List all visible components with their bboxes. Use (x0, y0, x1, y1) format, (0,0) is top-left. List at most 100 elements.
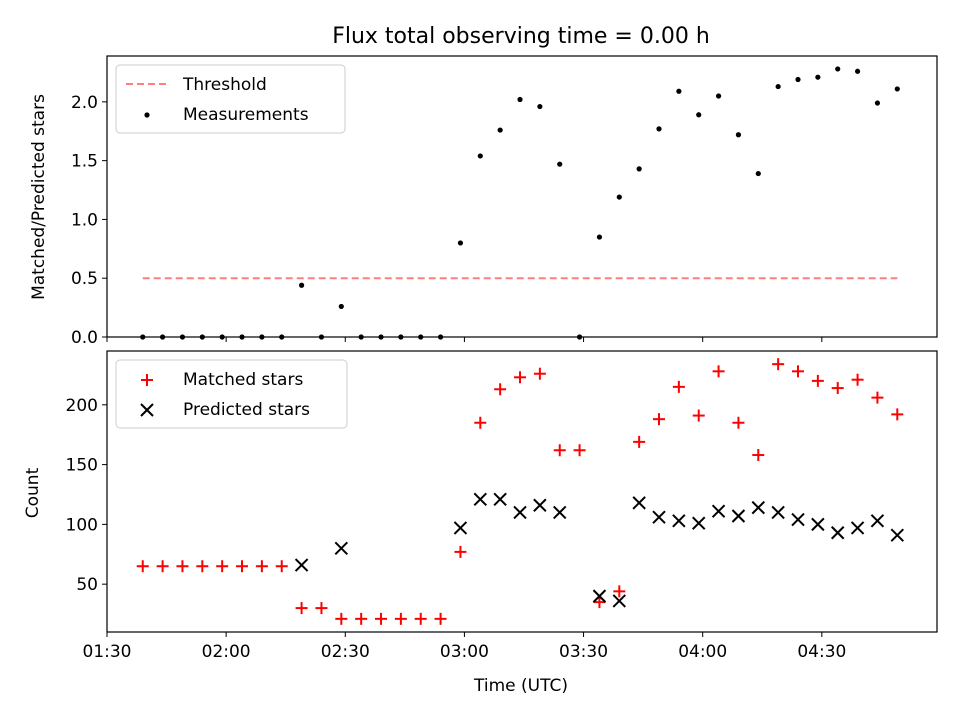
measurement-point (874, 100, 881, 106)
measurement-point (854, 68, 861, 74)
star-count-marks (136, 358, 904, 625)
matched-stars-point (732, 416, 745, 429)
x-tick-label: 02:00 (202, 642, 251, 662)
x-tick-label: 04:30 (797, 642, 846, 662)
predicted-stars-point (473, 492, 488, 506)
matched-stars-point (514, 371, 527, 384)
matched-stars-point (533, 367, 546, 380)
star-count-panel: 50 100 150 200 01:30 02:00 02:30 03:00 03:30 04:… (23, 350, 938, 696)
measurement-point (418, 334, 424, 340)
matched-stars-point (593, 596, 606, 609)
legend-threshold-label: Threshold (182, 75, 267, 95)
predicted-stars-point (632, 496, 646, 510)
measurement-point (239, 334, 245, 340)
predicted-stars-point (513, 505, 527, 520)
y-tick-label: 100 (66, 515, 98, 535)
measurement-point (636, 166, 642, 172)
matched-stars-point (573, 444, 586, 457)
measurement-point (398, 334, 404, 340)
chart-title: Flux total observing time = 0.00 h (332, 24, 710, 49)
measurement-point (358, 334, 364, 340)
matched-stars-point (831, 382, 844, 395)
measurement-point (179, 334, 186, 340)
matched-stars-point (772, 358, 785, 371)
matched-stars-point (871, 391, 884, 404)
star-count-x-ticks: 01:30 02:00 02:30 03:00 03:30 04:00 04:30 (83, 632, 846, 662)
matched-stars-point (692, 409, 705, 422)
measurement-point (219, 334, 225, 340)
x-tick-label: 02:30 (321, 642, 370, 662)
matched-stars-point (633, 435, 646, 448)
predicted-stars-point (731, 509, 746, 523)
flux-ratio-legend-box (115, 64, 346, 134)
matched-stars-point (851, 373, 864, 386)
measurement-point (775, 83, 781, 90)
matched-stars-point (553, 444, 566, 457)
flux-ratio-y-ticks: 0.0 0.5 1.0 1.5 2.0 (71, 93, 107, 348)
matched-stars-point (494, 383, 507, 396)
predicted-stars-point (334, 541, 349, 556)
flux-ratio-marks (140, 66, 900, 340)
predicted-stars-point (831, 526, 845, 540)
predicted-stars-point (533, 498, 547, 512)
predicted-stars-point (294, 558, 309, 572)
flux-ratio-legend: Threshold Measurements (115, 64, 346, 134)
predicted-stars-point (791, 512, 805, 527)
measurement-point (457, 240, 464, 246)
measurement-point (715, 93, 722, 99)
measurement-point (279, 334, 285, 340)
measurement-point (477, 153, 483, 159)
matched-stars-point (454, 545, 467, 558)
matched-stars-point (295, 602, 308, 615)
predicted-stars-point (692, 516, 706, 530)
predicted-stars-point (711, 504, 726, 518)
matched-stars-point (414, 612, 427, 625)
star-count-legend-box (115, 359, 348, 429)
measurement-point (378, 334, 384, 340)
measurement-point (616, 194, 622, 200)
star-count-plot-area (106, 350, 938, 633)
x-axis-label: Time (UTC) (473, 676, 568, 696)
y-tick-label: 200 (66, 396, 98, 416)
predicted-stars-point (751, 500, 765, 515)
matched-stars-point (375, 612, 388, 625)
matched-stars-point (434, 612, 447, 625)
measurement-point (596, 234, 603, 240)
matched-stars-point (335, 612, 348, 625)
predicted-stars-point (890, 528, 904, 542)
flux-ratio-panel: 0.00.51.01.52.0 Matched/Predicted stars … (29, 55, 938, 348)
measurement-point (338, 303, 344, 310)
measurement-point (140, 334, 146, 340)
matched-stars-point (255, 560, 268, 573)
star-count-legend: Matched stars Predicted stars (115, 359, 348, 429)
y-tick-label: 0.0 (71, 328, 98, 348)
measurement-point (517, 96, 523, 103)
x-tick-label: 04:00 (678, 642, 727, 662)
measurement-point (894, 86, 900, 92)
y-tick-label: 50 (76, 575, 98, 595)
measurement-point (755, 170, 761, 177)
legend-matched-swatch (141, 374, 153, 386)
legend-measurements-swatch (144, 112, 150, 118)
predicted-stars-point (612, 594, 627, 608)
legend-predicted-label: Predicted stars (183, 400, 310, 420)
measurement-point (199, 334, 205, 340)
measurement-point (576, 334, 583, 340)
legend-measurements-label: Measurements (183, 105, 309, 125)
measurement-point (696, 112, 702, 118)
matched-stars-point (752, 449, 765, 462)
flux-ratio-plot-area (106, 55, 938, 338)
measurement-point (676, 88, 682, 94)
matched-stars-point (176, 560, 189, 573)
y-tick-label: 2.0 (71, 93, 98, 113)
x-tick-label: 03:30 (559, 642, 608, 662)
y-tick-label: 150 (66, 456, 98, 476)
matched-stars-point (653, 413, 666, 426)
matched-stars-point (712, 365, 725, 378)
legend-predicted-swatch (140, 403, 154, 417)
predicted-stars-point (811, 517, 825, 532)
y-tick-label: 1.0 (71, 210, 98, 230)
matched-stars-point (216, 560, 229, 573)
matched-stars-point (236, 560, 249, 573)
